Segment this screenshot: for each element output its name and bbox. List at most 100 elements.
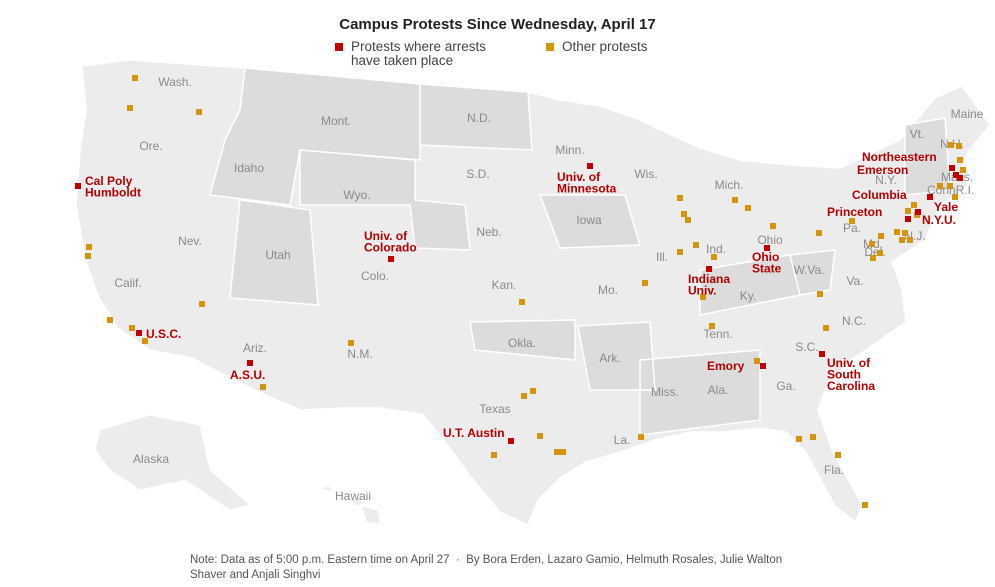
state-label: La. — [614, 433, 631, 447]
other-protest — [947, 183, 953, 189]
legend-arrests: Protests where arrests have taken place — [335, 40, 515, 68]
other-protest — [899, 237, 905, 243]
state-label: Texas — [479, 402, 510, 416]
other-protest — [85, 253, 91, 259]
other-protest — [745, 205, 751, 211]
campus-label: Yale — [934, 200, 958, 214]
other-protest — [877, 250, 883, 256]
other-protest — [530, 388, 536, 394]
state-label: Va. — [846, 274, 863, 288]
state-label: Iowa — [576, 213, 602, 227]
campus-label: Carolina — [827, 379, 875, 393]
arrest-protest — [587, 163, 593, 169]
other-protest — [693, 242, 699, 248]
state-label: Colo. — [361, 269, 389, 283]
alaska — [94, 414, 252, 511]
arrest-protest — [508, 438, 514, 444]
campus-label: Ohio — [752, 250, 779, 264]
campus-label: A.S.U. — [230, 368, 265, 382]
campus-label: Univ. of — [827, 356, 871, 370]
campus-label: State — [752, 262, 782, 276]
state-label: R.I. — [956, 183, 975, 197]
other-protest — [870, 255, 876, 261]
other-protest — [796, 436, 802, 442]
other-protest — [956, 143, 962, 149]
credit: By Bora Erden, Lazaro Gamio, Helmuth Ros… — [190, 554, 783, 581]
other-protest — [642, 280, 648, 286]
other-protest — [732, 197, 738, 203]
arrest-protest — [706, 266, 712, 272]
state-label: Ariz. — [243, 341, 267, 355]
other-protest — [129, 325, 135, 331]
arrest-protest — [136, 330, 142, 336]
state-label: Idaho — [234, 161, 264, 175]
arrest-protest — [953, 172, 959, 178]
arrest-protest — [957, 175, 963, 181]
campus-label: Univ. — [688, 284, 716, 298]
other-protest — [817, 291, 823, 297]
other-protest — [560, 449, 566, 455]
state-label: Vt. — [910, 127, 925, 141]
state-label: Calif. — [114, 276, 141, 290]
state-label: Mo. — [598, 283, 618, 297]
arrest-protest — [819, 351, 825, 357]
arrest-protest — [915, 209, 921, 215]
dark-states — [209, 67, 951, 436]
other-protest — [521, 393, 527, 399]
other-protest — [677, 249, 683, 255]
campus-label: Cal Poly — [85, 174, 133, 188]
campus-label: Univ. of — [557, 170, 601, 184]
campus-label: Colorado — [364, 241, 417, 255]
other-protest — [960, 167, 966, 173]
other-protest — [878, 233, 884, 239]
state-label: Tenn. — [703, 327, 732, 341]
state-label: Alaska — [133, 452, 169, 466]
state-label: Wis. — [634, 167, 657, 181]
state-label: Ala. — [708, 383, 729, 397]
legend-other: Other protests — [546, 40, 686, 54]
other-protest — [709, 323, 715, 329]
other-protest — [554, 449, 560, 455]
other-protest — [957, 157, 963, 163]
state-label: Utah — [265, 248, 290, 262]
note-text: Note: Data as of 5:00 p.m. Eastern time … — [190, 554, 450, 566]
state-label: Maine — [951, 107, 984, 121]
other-protest — [907, 237, 913, 243]
campus-label: U.T. Austin — [443, 426, 505, 440]
other-protest — [770, 223, 776, 229]
state-label: Wash. — [158, 75, 192, 89]
campus-label: Northeastern — [862, 150, 937, 164]
us-outline — [75, 59, 991, 527]
state-label: Ohio — [757, 233, 783, 247]
other-protest — [86, 244, 92, 250]
legend-swatch — [546, 43, 554, 51]
other-protest — [823, 325, 829, 331]
other-protest — [107, 317, 113, 323]
other-protest — [132, 75, 138, 81]
state-label: Neb. — [476, 225, 501, 239]
arrest-protest — [905, 216, 911, 222]
other-protest — [862, 502, 868, 508]
state-label: Mont. — [321, 114, 351, 128]
state-label: N.C. — [842, 314, 866, 328]
other-protest — [685, 217, 691, 223]
state-label: S.D. — [466, 167, 489, 181]
other-protest — [937, 183, 943, 189]
state-label: Miss. — [651, 385, 679, 399]
other-protest — [835, 452, 841, 458]
arrest-protest — [927, 194, 933, 200]
state-label: N.Y. — [875, 173, 897, 187]
campus-label: Indiana — [688, 272, 730, 286]
state-label: S.C. — [795, 340, 818, 354]
hawaii — [318, 485, 381, 525]
legend-swatch — [335, 43, 343, 51]
other-protest — [711, 254, 717, 260]
state-label: Ind. — [706, 242, 726, 256]
campus-label: Emerson — [857, 163, 908, 177]
state-label: Nev. — [178, 234, 202, 248]
other-protest — [700, 294, 706, 300]
other-protest — [199, 301, 205, 307]
arrest-protest — [75, 183, 81, 189]
state-label: Ky. — [740, 289, 756, 303]
arrest-protest — [247, 360, 253, 366]
